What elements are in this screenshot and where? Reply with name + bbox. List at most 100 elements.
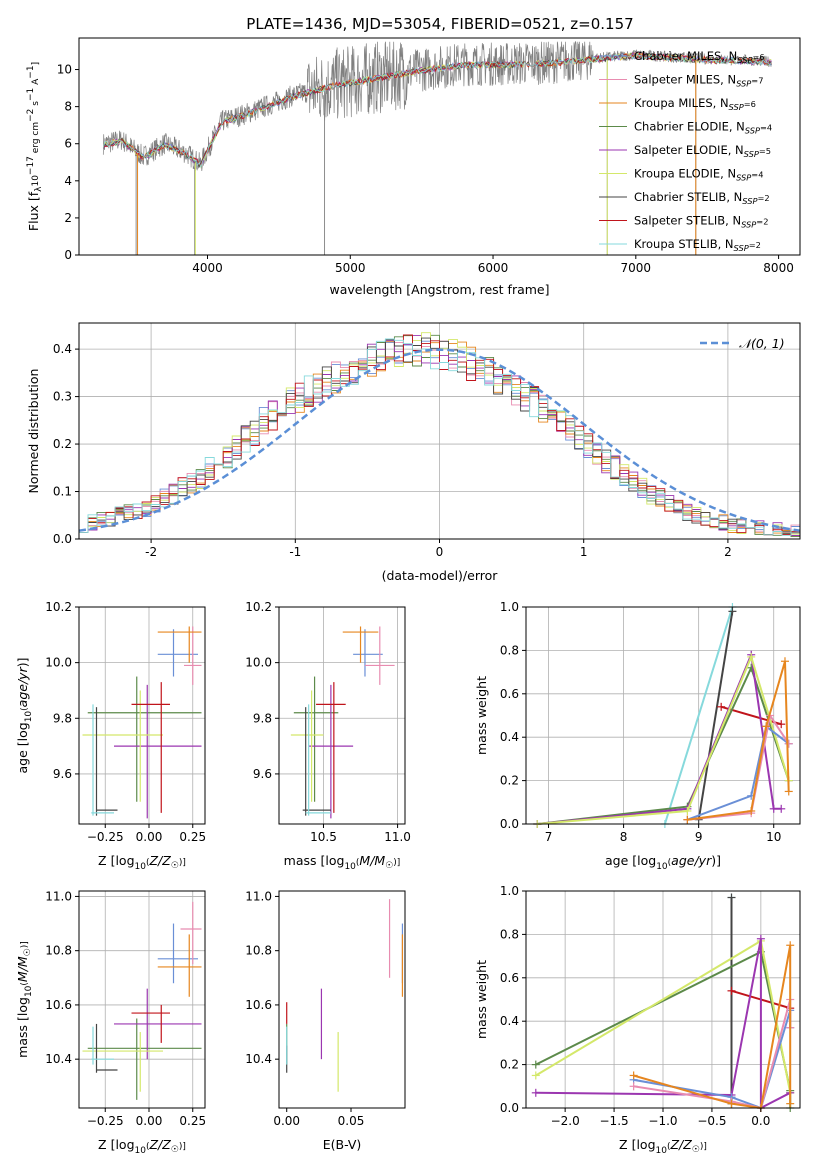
y-axis-label: Normed distribution bbox=[26, 369, 41, 494]
panel-residuals: -2 -1 0 1 2 0.0 0.1 0.2 0.3 0.4 𝒩(0, 1) (data-model… bbox=[26, 322, 801, 583]
label-part: ( bbox=[20, 707, 30, 711]
x-tick-label: 0.00 bbox=[136, 1114, 163, 1128]
panel-age_vs_Z: −0.25 0.00 0.259.69.810.010.2Z [log10(Z/Z☉… bbox=[15, 600, 206, 872]
label-part: =6 bbox=[752, 52, 764, 62]
axes-border bbox=[278, 890, 406, 1109]
y-tick-label: 0.0 bbox=[500, 817, 519, 831]
y-tick-label: 0.0 bbox=[53, 532, 72, 546]
error-bar-point-chabrier_miles bbox=[353, 629, 383, 677]
label-part: SSP bbox=[744, 149, 759, 159]
y-tick-label: 6 bbox=[64, 137, 72, 151]
x-axis-label: Z [log10(Z/Z☉)] bbox=[619, 1137, 707, 1156]
y-axis-label: mass weight bbox=[474, 960, 489, 1039]
axes-frame: −2.0 −1.5 −1.0 −0.5 0.0 0.0 0.2 0.4 0.6 0.8 1.0 bbox=[500, 884, 801, 1128]
weight-line-chabrier_stelib bbox=[697, 611, 734, 820]
y-tick-label: 0.2 bbox=[500, 1058, 519, 1072]
y-tick-label: 10.0 bbox=[45, 656, 72, 670]
label-part: )] bbox=[20, 941, 30, 948]
x-tick-label: −2.0 bbox=[551, 1114, 580, 1128]
y-tick-label: 11.0 bbox=[45, 889, 72, 903]
label-part: =4 bbox=[751, 170, 763, 180]
label-part: −1 bbox=[26, 88, 36, 101]
y-tick-label: 0.4 bbox=[500, 1014, 519, 1028]
y-tick-label: 10.8 bbox=[245, 944, 272, 958]
label-part: Salpeter ELODIE, N bbox=[634, 143, 744, 157]
y-axis-label: mass weight bbox=[474, 676, 489, 755]
panel-age_vs_mass: 10.5 11.0 9.6 9.8 10.0 10.2 mass [log10(M/M☉)] bbox=[245, 600, 411, 872]
label-part: ( bbox=[146, 858, 150, 868]
error-bar-point-salpeter_stelib bbox=[131, 682, 170, 813]
x-tick-label: 0.0 bbox=[751, 1114, 770, 1128]
label-part: Z/Z bbox=[148, 853, 171, 868]
y-axis-label: mass [log10(M/M☉)] bbox=[15, 941, 34, 1058]
label-part: SSP bbox=[729, 102, 744, 112]
x-axis-label: mass [log10(M/M☉)] bbox=[284, 853, 401, 872]
error-bar-point-kroupa_elodie bbox=[290, 690, 324, 802]
axes-border bbox=[278, 606, 406, 825]
y-tick-label: 10.0 bbox=[245, 656, 272, 670]
x-tick-label: 5000 bbox=[335, 261, 366, 275]
axes-border bbox=[78, 606, 206, 825]
histogram-salpeter_stelib bbox=[79, 334, 800, 536]
label-part: −1 bbox=[26, 65, 36, 78]
x-axis-label: age [log10(age/yr)] bbox=[605, 853, 721, 872]
y-tick-label: 0.2 bbox=[53, 437, 72, 451]
label-part: 10 bbox=[344, 862, 356, 872]
x-tick-label: 1 bbox=[580, 545, 588, 559]
plot-area bbox=[286, 899, 404, 1092]
gaussian-curve bbox=[78, 348, 801, 532]
x-tick-label: −0.5 bbox=[697, 1114, 726, 1128]
x-tick-label: 0 bbox=[436, 545, 444, 559]
weight-line-salpeter_miles bbox=[687, 712, 790, 821]
y-tick-label: 11.0 bbox=[245, 889, 272, 903]
label-part: =6 bbox=[744, 99, 756, 109]
plot-area bbox=[533, 603, 793, 828]
label-part: )] bbox=[711, 853, 721, 868]
label-part: 10 bbox=[656, 862, 668, 872]
error-bar-point-kroupa_stelib bbox=[91, 1026, 114, 1065]
x-axis-label: Z [log10(Z/Z☉)] bbox=[98, 853, 186, 872]
label-part: ☉ bbox=[385, 861, 393, 871]
error-bar-point-salpeter_stelib bbox=[131, 1004, 170, 1043]
y-tick-label: 1.0 bbox=[500, 884, 519, 898]
weight-line-chabrier_miles bbox=[687, 724, 790, 821]
y-tick-label: 0 bbox=[64, 248, 72, 262]
y-tick-label: 0.3 bbox=[53, 390, 72, 404]
x-tick-label: 11.0 bbox=[384, 830, 411, 844]
y-tick-label: 4 bbox=[64, 174, 72, 188]
plot-area bbox=[290, 626, 395, 819]
label-part: )] bbox=[393, 858, 400, 868]
x-tick-label: 10 bbox=[766, 830, 781, 844]
label-part: =5 bbox=[759, 146, 771, 156]
error-bar-point-kroupa_miles bbox=[157, 934, 202, 997]
label-part: =2 bbox=[749, 240, 761, 250]
error-bar-point-kroupa_stelib bbox=[305, 704, 331, 816]
weight-line-kroupa_stelib bbox=[663, 606, 734, 825]
error-bar-point-chabrier_stelib bbox=[302, 707, 331, 816]
legend-label: Chabrier ELODIE, NSSP=4 bbox=[634, 120, 772, 136]
label-part: ☉ bbox=[171, 1145, 179, 1155]
x-tick-label: 0.25 bbox=[179, 830, 206, 844]
label-part: −17 bbox=[26, 156, 36, 175]
x-tick-label: 10.5 bbox=[310, 830, 337, 844]
x-tick-label: 2 bbox=[724, 545, 732, 559]
label-part: mass [log bbox=[15, 997, 30, 1058]
label-part: ] bbox=[31, 62, 41, 66]
label-part: )] bbox=[15, 658, 30, 668]
x-tick-label: −1.5 bbox=[600, 1114, 629, 1128]
label-part: Salpeter STELIB, N bbox=[634, 214, 741, 228]
label-part: Salpeter MILES, N bbox=[634, 73, 736, 87]
error-bar-point-salpeter_miles bbox=[364, 626, 395, 685]
panel-mass_vs_ebv: 0.00 0.05 10.4 10.6 10.8 11.0 E(B-V) bbox=[245, 889, 406, 1152]
label-part: =7 bbox=[751, 76, 763, 86]
legend-label: Salpeter MILES, NSSP=7 bbox=[634, 73, 763, 89]
error-bar-point-salpeter_elodie bbox=[308, 684, 354, 819]
error-bar-point-salpeter_stelib bbox=[316, 682, 346, 813]
label-part: Flux [f bbox=[26, 191, 41, 231]
axes-border bbox=[78, 890, 206, 1109]
x-tick-label: -2 bbox=[145, 545, 157, 559]
label-part: age/yr bbox=[15, 666, 30, 707]
label-part: M/M bbox=[15, 956, 30, 982]
